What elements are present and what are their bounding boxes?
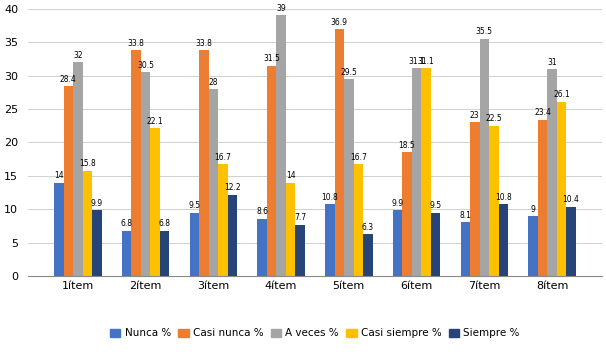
Text: 31.1: 31.1: [408, 57, 425, 66]
Text: 39: 39: [276, 4, 286, 13]
Bar: [218, 165, 227, 276]
Bar: [295, 225, 305, 276]
Bar: [199, 50, 208, 276]
Text: 6.3: 6.3: [362, 223, 374, 232]
Bar: [54, 183, 64, 276]
Bar: [528, 216, 538, 276]
Bar: [489, 126, 499, 276]
Text: 8.1: 8.1: [459, 211, 471, 219]
Text: 9.5: 9.5: [430, 201, 442, 210]
Bar: [190, 213, 199, 276]
Text: 33.8: 33.8: [128, 39, 144, 48]
Bar: [325, 204, 335, 276]
Text: 33.8: 33.8: [195, 39, 212, 48]
Bar: [258, 219, 267, 276]
Text: 8.6: 8.6: [256, 207, 268, 216]
Text: 9.9: 9.9: [391, 199, 404, 207]
Text: 15.8: 15.8: [79, 159, 96, 168]
Bar: [499, 204, 508, 276]
Bar: [363, 234, 373, 276]
Bar: [286, 183, 295, 276]
Text: 10.8: 10.8: [495, 193, 511, 201]
Text: 31.1: 31.1: [418, 57, 435, 66]
Text: 31: 31: [547, 58, 557, 67]
Bar: [566, 207, 576, 276]
Text: 7.7: 7.7: [294, 213, 306, 222]
Bar: [92, 210, 102, 276]
Bar: [461, 222, 470, 276]
Text: 10.8: 10.8: [321, 193, 338, 201]
Bar: [132, 50, 141, 276]
Bar: [431, 213, 440, 276]
Bar: [538, 120, 547, 276]
Text: 10.4: 10.4: [562, 195, 579, 204]
Bar: [82, 171, 92, 276]
Text: 28.4: 28.4: [60, 75, 77, 84]
Text: 12.2: 12.2: [224, 183, 241, 192]
Bar: [122, 231, 132, 276]
Text: 30.5: 30.5: [137, 61, 154, 70]
Bar: [267, 65, 276, 276]
Text: 32: 32: [73, 51, 82, 60]
Text: 23: 23: [470, 111, 479, 120]
Text: 35.5: 35.5: [476, 28, 493, 36]
Text: 9.9: 9.9: [91, 199, 103, 207]
Bar: [412, 68, 421, 276]
Text: 36.9: 36.9: [331, 18, 348, 27]
Bar: [208, 89, 218, 276]
Text: 16.7: 16.7: [350, 153, 367, 162]
Bar: [402, 153, 412, 276]
Text: 18.5: 18.5: [399, 141, 416, 150]
Text: 6.8: 6.8: [121, 219, 133, 228]
Text: 9: 9: [531, 205, 536, 213]
Bar: [344, 79, 353, 276]
Bar: [353, 165, 363, 276]
Text: 29.5: 29.5: [341, 68, 357, 76]
Bar: [141, 72, 150, 276]
Text: 28: 28: [208, 78, 218, 87]
Text: 9.5: 9.5: [188, 201, 201, 210]
Text: 22.5: 22.5: [485, 114, 502, 124]
Bar: [547, 69, 557, 276]
Bar: [393, 210, 402, 276]
Bar: [276, 16, 286, 276]
Bar: [335, 29, 344, 276]
Legend: Nunca %, Casi nunca %, A veces %, Casi siempre %, Siempre %: Nunca %, Casi nunca %, A veces %, Casi s…: [106, 324, 524, 342]
Text: 14: 14: [54, 171, 64, 180]
Text: 23.4: 23.4: [534, 108, 551, 118]
Text: 31.5: 31.5: [263, 54, 280, 63]
Text: 14: 14: [285, 171, 295, 180]
Bar: [64, 86, 73, 276]
Text: 6.8: 6.8: [159, 219, 170, 228]
Bar: [160, 231, 169, 276]
Bar: [421, 68, 431, 276]
Bar: [557, 102, 566, 276]
Text: 26.1: 26.1: [553, 90, 570, 99]
Bar: [150, 129, 160, 276]
Bar: [470, 122, 479, 276]
Text: 16.7: 16.7: [215, 153, 231, 162]
Bar: [73, 62, 82, 276]
Bar: [479, 39, 489, 276]
Text: 22.1: 22.1: [147, 117, 164, 126]
Bar: [227, 195, 237, 276]
